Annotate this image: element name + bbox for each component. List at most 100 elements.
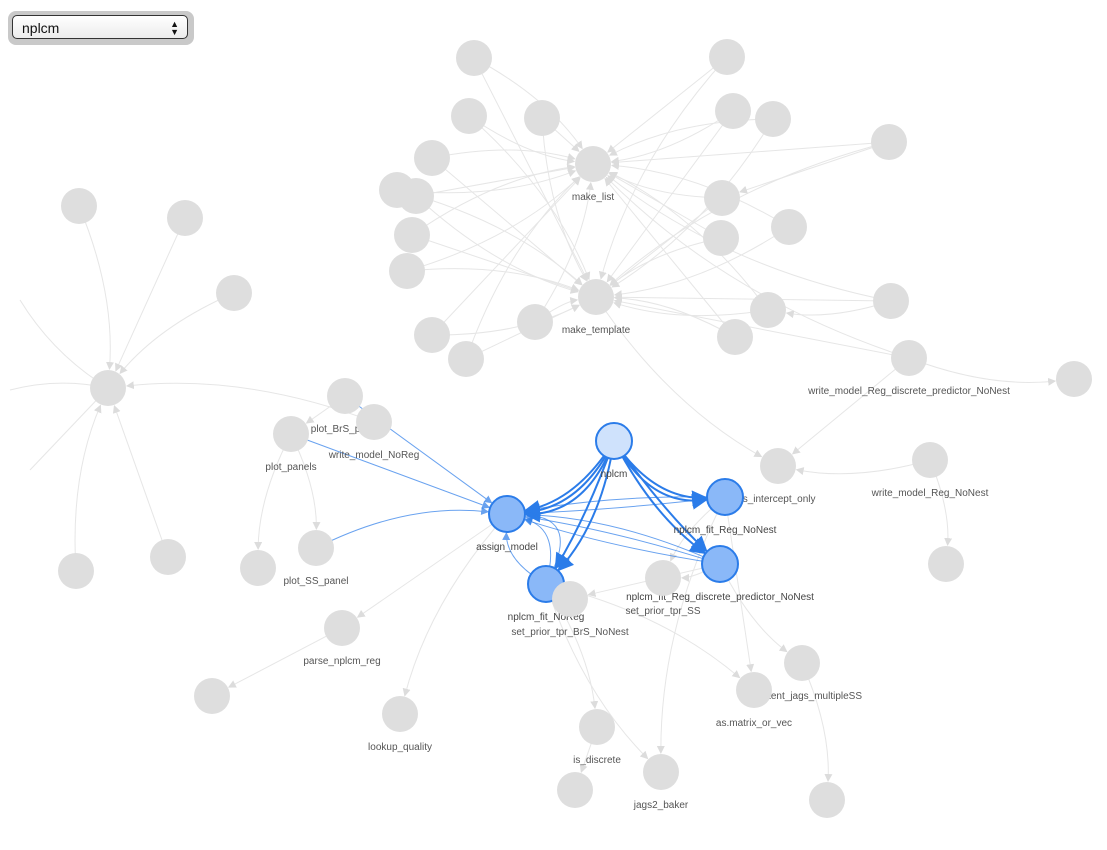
node-unlabeled[interactable] [809,782,845,818]
node-unlabeled[interactable] [414,317,450,353]
node-circle[interactable] [327,378,363,414]
node-circle[interactable] [488,495,526,533]
graph-selector-dropdown[interactable]: nplcm ▲ ▼ [12,15,188,39]
node-unlabeled[interactable] [755,101,791,137]
node-circle[interactable] [579,709,615,745]
node-circle[interactable] [771,209,807,245]
node-circle[interactable] [451,98,487,134]
node-circle[interactable] [150,539,186,575]
node-unlabeled[interactable] [150,539,186,575]
node-circle[interactable] [216,275,252,311]
node-lookup-quality[interactable]: lookup_quality [368,696,432,753]
node-unlabeled[interactable] [1056,361,1092,397]
node-circle[interactable] [61,188,97,224]
node-unlabeled[interactable] [750,292,786,328]
node-circle[interactable] [578,279,614,315]
node-unlabeled[interactable] [389,253,425,289]
node-circle[interactable] [755,101,791,137]
node-circle[interactable] [273,416,309,452]
node-circle[interactable] [760,448,796,484]
node-unlabeled[interactable] [216,275,252,311]
node-unlabeled[interactable] [398,178,434,214]
node-circle[interactable] [871,124,907,160]
node-circle[interactable] [389,253,425,289]
node-assign-model[interactable]: assign_model [476,495,538,553]
node-unlabeled[interactable] [524,100,560,136]
node-set-prior-tpr-BrS-NoNest[interactable]: set_prior_tpr_BrS_NoNest [511,581,629,638]
node-circle[interactable] [90,370,126,406]
node-unlabeled[interactable] [451,98,487,134]
node-circle[interactable] [58,553,94,589]
node-unlabeled[interactable] [703,220,739,256]
node-make-list[interactable]: make_list [572,146,614,203]
node-circle[interactable] [456,40,492,76]
node-nplcm-fit-Reg-discrete-predictor-NoNest[interactable]: nplcm_fit_Reg_discrete_predictor_NoNest [626,545,814,603]
node-plot-SS-panel[interactable]: plot_SS_panel [283,530,349,587]
node-write-model-NoReg[interactable]: write_model_NoReg [328,404,420,461]
node-jags2-baker[interactable]: jags2_baker [633,754,689,811]
node-plot-BrS-panel[interactable]: plot_BrS_panel [311,378,379,435]
node-circle[interactable] [701,545,739,583]
node-unlabeled[interactable] [448,341,484,377]
node-circle[interactable] [717,319,753,355]
node-unlabeled[interactable] [240,550,276,586]
node-unlabeled[interactable] [873,283,909,319]
node-circle[interactable] [704,180,740,216]
node-unlabeled[interactable] [58,553,94,589]
node-circle[interactable] [645,560,681,596]
node-unlabeled[interactable] [771,209,807,245]
node-unlabeled[interactable] [414,140,450,176]
node-is-discrete[interactable]: is_discrete [573,709,621,766]
node-circle[interactable] [552,581,588,617]
node-unlabeled[interactable] [717,319,753,355]
node-unlabeled[interactable] [715,93,751,129]
node-circle[interactable] [382,696,418,732]
node-nplcm-fit-Reg-NoNest[interactable]: nplcm_fit_Reg_NoNest [674,478,777,536]
node-circle[interactable] [595,422,633,460]
node-circle[interactable] [706,478,744,516]
node-is-intercept-only[interactable]: is_intercept_only [740,448,816,505]
node-as-matrix-or-vec[interactable]: as.matrix_or_vec [716,672,792,729]
node-circle[interactable] [709,39,745,75]
node-circle[interactable] [750,292,786,328]
node-unlabeled[interactable] [928,546,964,582]
node-circle[interactable] [298,530,334,566]
node-circle[interactable] [517,304,553,340]
node-circle[interactable] [394,217,430,253]
node-unlabeled[interactable] [709,39,745,75]
node-nplcm[interactable]: nplcm [595,422,633,480]
node-plot-panels[interactable]: plot_panels [265,416,317,473]
node-set-prior-tpr-SS[interactable]: set_prior_tpr_SS [625,560,701,617]
node-circle[interactable] [575,146,611,182]
node-circle[interactable] [873,283,909,319]
node-circle[interactable] [809,782,845,818]
node-unlabeled[interactable] [456,40,492,76]
node-circle[interactable] [356,404,392,440]
node-circle[interactable] [414,140,450,176]
node-circle[interactable] [643,754,679,790]
node-make-template[interactable]: make_template [562,279,631,336]
node-circle[interactable] [194,678,230,714]
node-unlabeled[interactable] [394,217,430,253]
node-circle[interactable] [891,340,927,376]
node-circle[interactable] [736,672,772,708]
node-circle[interactable] [448,341,484,377]
node-circle[interactable] [324,610,360,646]
node-init-latent-jags-multipleSS[interactable]: init_latent_jags_multipleSS [742,645,862,702]
node-unlabeled[interactable] [517,304,553,340]
node-circle[interactable] [240,550,276,586]
node-unlabeled[interactable] [557,772,593,808]
node-unlabeled[interactable] [871,124,907,160]
node-circle[interactable] [557,772,593,808]
node-unlabeled[interactable] [90,370,126,406]
node-unlabeled[interactable] [61,188,97,224]
node-circle[interactable] [703,220,739,256]
node-write-model-Reg-discrete-predictor-NoNest[interactable]: write_model_Reg_discrete_predictor_NoNes… [807,340,1010,397]
node-circle[interactable] [524,100,560,136]
node-circle[interactable] [1056,361,1092,397]
node-unlabeled[interactable] [704,180,740,216]
node-unlabeled[interactable] [167,200,203,236]
node-unlabeled[interactable] [194,678,230,714]
node-circle[interactable] [912,442,948,478]
